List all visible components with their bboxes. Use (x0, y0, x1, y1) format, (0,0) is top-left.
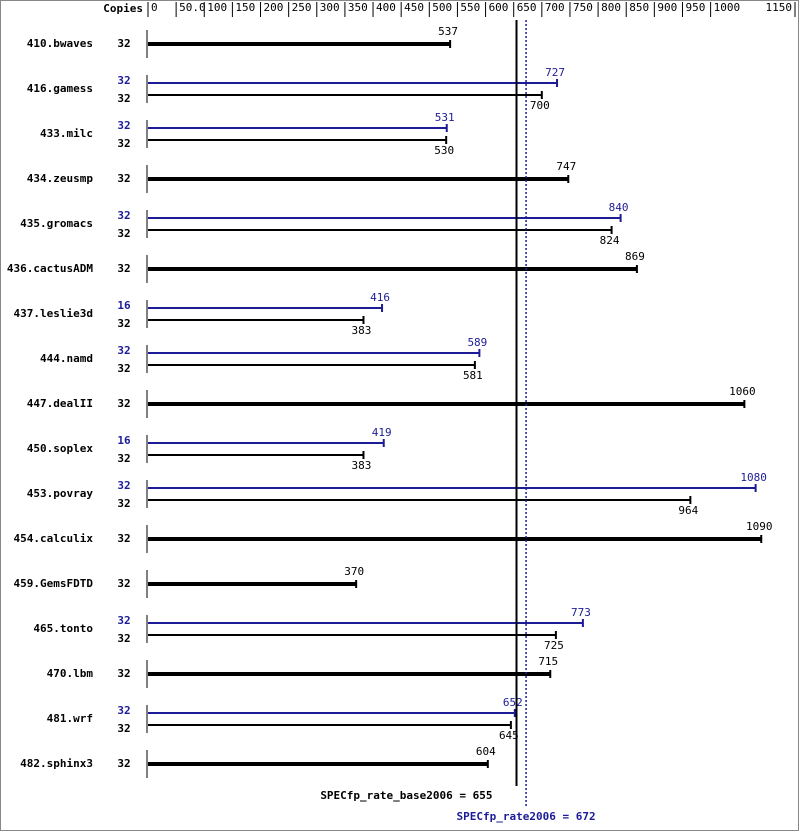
base-value-label: 715 (538, 655, 558, 668)
base-value-label: 964 (678, 504, 698, 517)
base-value-label: 581 (463, 369, 483, 382)
x-tick-label: 1000 (714, 1, 741, 14)
base-value-label: 725 (544, 639, 564, 652)
benchmark-label: 434.zeusmp (27, 172, 94, 185)
benchmark-label: 410.bwaves (27, 37, 93, 50)
x-tick-label: 600 (489, 1, 509, 14)
peak-value-label: 531 (435, 111, 455, 124)
base-value-label: 645 (499, 729, 519, 742)
peak-value-label: 416 (370, 291, 390, 304)
peak-value-label: 419 (372, 426, 392, 439)
x-tick-label: 1150 (766, 1, 793, 14)
base-copies: 32 (117, 172, 130, 185)
peak-copies: 32 (117, 614, 130, 627)
benchmark-label: 453.povray (27, 487, 94, 500)
base-copies: 32 (117, 92, 130, 105)
peak-copies: 32 (117, 74, 130, 87)
peak-copies: 16 (117, 299, 131, 312)
base-copies: 32 (117, 497, 130, 510)
benchmark-label: 416.gamess (27, 82, 93, 95)
base-value-label: 700 (530, 99, 550, 112)
x-tick-label: 100 (207, 1, 227, 14)
peak-value-label: 773 (571, 606, 591, 619)
peak-copies: 32 (117, 479, 130, 492)
x-tick-label: 400 (376, 1, 396, 14)
benchmark-label: 437.leslie3d (14, 307, 93, 320)
x-tick-label: 50.0 (179, 1, 206, 14)
base-copies: 32 (117, 397, 130, 410)
x-tick-label: 150 (235, 1, 255, 14)
base-copies: 32 (117, 577, 130, 590)
peak-copies: 32 (117, 704, 130, 717)
base-copies: 32 (117, 317, 130, 330)
peak-copies: 32 (117, 119, 130, 132)
benchmark-label: 435.gromacs (20, 217, 93, 230)
base-copies: 32 (117, 452, 130, 465)
x-tick-label: 850 (629, 1, 649, 14)
x-tick-label: 650 (517, 1, 537, 14)
x-tick-label: 900 (657, 1, 677, 14)
base-value-label: 869 (625, 250, 645, 263)
base-value-label: 1060 (729, 385, 756, 398)
base-reference-label: SPECfp_rate_base2006 = 655 (320, 789, 492, 802)
base-value-label: 537 (438, 25, 458, 38)
x-tick-label: 800 (601, 1, 621, 14)
x-tick-label: 300 (320, 1, 340, 14)
peak-value-label: 840 (609, 201, 629, 214)
benchmark-label: 444.namd (40, 352, 93, 365)
benchmark-label: 436.cactusADM (7, 262, 93, 275)
base-value-label: 824 (600, 234, 620, 247)
x-tick-label: 750 (573, 1, 593, 14)
x-tick-label: 250 (292, 1, 312, 14)
base-value-label: 370 (344, 565, 364, 578)
peak-value-label: 652 (503, 696, 523, 709)
base-value-label: 530 (434, 144, 454, 157)
x-tick-label: 700 (545, 1, 565, 14)
x-tick-label: 550 (460, 1, 480, 14)
base-copies: 32 (117, 632, 130, 645)
base-copies: 32 (117, 137, 130, 150)
peak-reference-label: SPECfp_rate2006 = 672 (457, 810, 596, 823)
benchmark-label: 482.sphinx3 (20, 757, 93, 770)
base-value-label: 1090 (746, 520, 773, 533)
base-copies: 32 (117, 722, 130, 735)
benchmark-label: 459.GemsFDTD (14, 577, 94, 590)
peak-value-label: 1080 (740, 471, 767, 484)
peak-copies: 32 (117, 344, 130, 357)
benchmark-label: 481.wrf (47, 712, 93, 725)
base-value-label: 747 (556, 160, 576, 173)
benchmark-label: 465.tonto (33, 622, 93, 635)
base-copies: 32 (117, 262, 130, 275)
peak-value-label: 727 (545, 66, 565, 79)
base-copies: 32 (117, 757, 130, 770)
benchmark-label: 447.dealII (27, 397, 93, 410)
benchmark-label: 454.calculix (14, 532, 94, 545)
x-tick-label: 950 (685, 1, 705, 14)
benchmark-label: 433.milc (40, 127, 93, 140)
base-copies: 32 (117, 532, 130, 545)
x-tick-label: 500 (432, 1, 452, 14)
benchmark-label: 450.soplex (27, 442, 94, 455)
x-tick-label: 450 (404, 1, 424, 14)
base-copies: 32 (117, 37, 130, 50)
base-copies: 32 (117, 227, 130, 240)
x-tick-label: 0 (151, 1, 158, 14)
peak-value-label: 589 (467, 336, 487, 349)
base-value-label: 383 (352, 459, 372, 472)
peak-copies: 32 (117, 209, 130, 222)
x-tick-label: 200 (264, 1, 284, 14)
base-value-label: 383 (352, 324, 372, 337)
benchmark-label: 470.lbm (47, 667, 94, 680)
base-value-label: 604 (476, 745, 496, 758)
base-copies: 32 (117, 667, 130, 680)
copies-header: Copies (103, 2, 143, 15)
base-copies: 32 (117, 362, 130, 375)
peak-copies: 16 (117, 434, 131, 447)
x-tick-label: 350 (348, 1, 368, 14)
